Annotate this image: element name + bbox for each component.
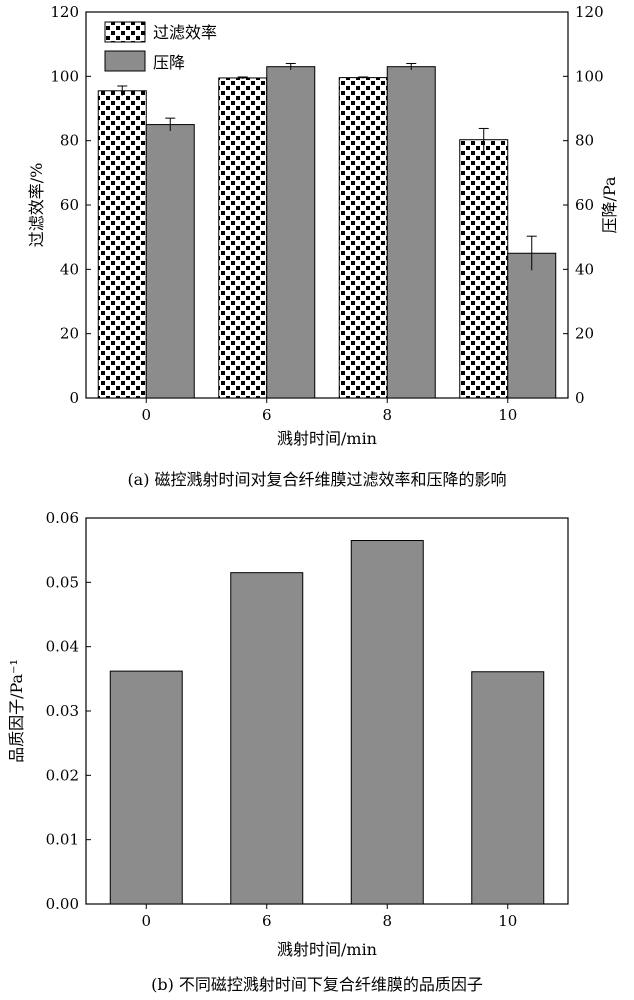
y2-tick-label: 60 xyxy=(575,196,594,214)
x-tick-label: 0 xyxy=(141,912,151,930)
y-tick-label: 0.02 xyxy=(46,766,79,784)
y2-tick-label: 40 xyxy=(575,260,594,278)
chart-a-y2label: 压降/Pa xyxy=(600,176,619,233)
pressure-bar xyxy=(386,66,436,399)
y-tick-label: 0.00 xyxy=(46,895,79,913)
pressure-bar xyxy=(266,66,316,399)
y-tick-label: 100 xyxy=(50,67,79,85)
chart-b-ticks: 0 6 8 10 0.00 0.01 0.02 0.03 0.04 0.05 0.06 xyxy=(46,509,518,930)
chart-b: 0 6 8 10 0.00 0.01 0.02 0.03 0.04 0.05 0.06 品质因子/P… xyxy=(7,509,569,994)
y2-tick-label: 100 xyxy=(575,67,604,85)
y-tick-label: 20 xyxy=(60,325,79,343)
quality-factor-bar xyxy=(109,670,183,905)
chart-b-caption: (b) 不同磁控溅射时间下复合纤维膜的品质因子 xyxy=(151,975,483,994)
legend-swatch-pressure xyxy=(104,50,146,72)
chart-b-xlabel: 溅射时间/min xyxy=(277,940,377,959)
legend-label-efficiency: 过滤效率 xyxy=(153,23,217,42)
chart-a-ylabel: 过滤效率/% xyxy=(27,163,46,248)
x-tick-label: 6 xyxy=(262,406,272,424)
pressure-bar xyxy=(507,252,557,399)
y-tick-label: 80 xyxy=(60,132,79,150)
efficiency-bar xyxy=(97,90,147,399)
x-tick-label: 0 xyxy=(141,406,151,424)
quality-factor-bar xyxy=(230,572,304,905)
y-tick-label: 0 xyxy=(69,389,79,407)
y-tick-label: 40 xyxy=(60,260,79,278)
quality-factor-bar xyxy=(350,540,424,905)
x-tick-label: 10 xyxy=(498,406,517,424)
x-tick-label: 8 xyxy=(382,912,392,930)
y2-tick-label: 80 xyxy=(575,132,594,150)
chart-b-bars xyxy=(109,540,545,905)
y2-tick-label: 0 xyxy=(575,389,585,407)
x-tick-label: 8 xyxy=(382,406,392,424)
legend-label-pressure: 压降 xyxy=(153,53,185,72)
y-tick-label: 0.06 xyxy=(46,509,79,527)
chart-a-bars xyxy=(97,62,557,399)
y-tick-label: 60 xyxy=(60,196,79,214)
pressure-bar xyxy=(145,124,195,399)
y-tick-label: 120 xyxy=(50,3,79,21)
y-tick-label: 0.05 xyxy=(46,573,79,591)
chart-a-caption: (a) 磁控溅射时间对复合纤维膜过滤效率和压降的影响 xyxy=(127,470,506,489)
y-tick-label: 0.04 xyxy=(46,638,79,656)
chart-a-xlabel: 溅射时间/min xyxy=(277,429,377,448)
chart-b-ylabel: 品质因子/Pa⁻¹ xyxy=(7,659,26,763)
efficiency-bar xyxy=(218,77,268,399)
x-tick-label: 10 xyxy=(498,912,517,930)
y2-tick-label: 120 xyxy=(575,3,604,21)
efficiency-bar xyxy=(459,139,509,399)
y-tick-label: 0.03 xyxy=(46,702,79,720)
legend-swatch-efficiency xyxy=(104,21,146,43)
y-tick-label: 0.01 xyxy=(46,831,79,849)
x-tick-label: 6 xyxy=(262,912,272,930)
y2-tick-label: 20 xyxy=(575,325,594,343)
efficiency-bar xyxy=(338,77,388,399)
quality-factor-bar xyxy=(471,671,545,905)
chart-a-legend: 过滤效率 压降 xyxy=(104,21,217,72)
